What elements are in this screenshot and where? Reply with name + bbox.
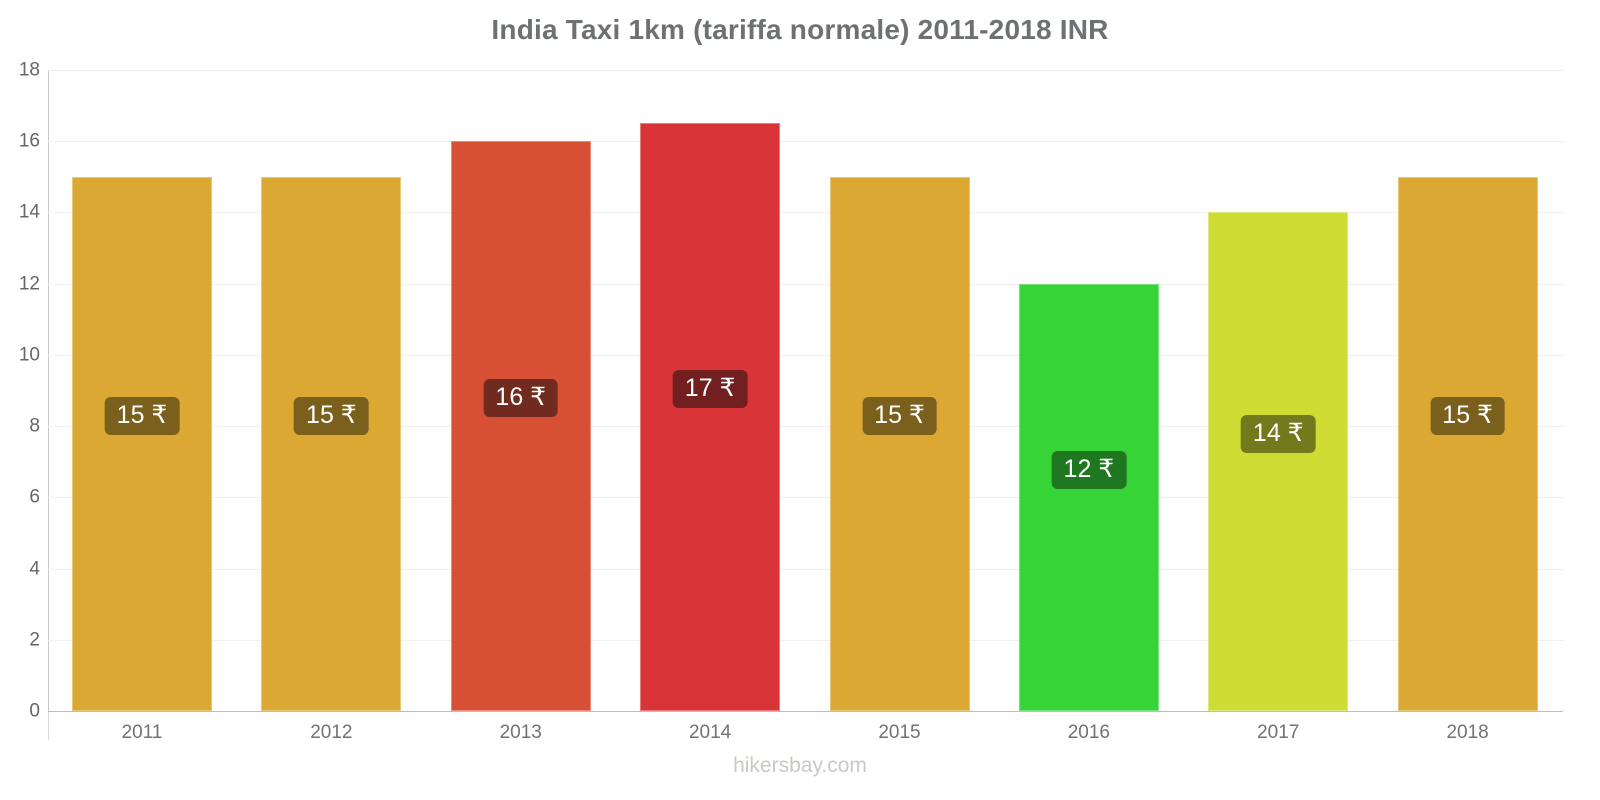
y-axis-tick-label: 16 — [18, 130, 40, 152]
y-axis-tick-label: 18 — [18, 59, 40, 81]
y-axis-tick-label: 12 — [18, 273, 40, 295]
bar-group[interactable]: 15 ₹ — [261, 70, 402, 711]
y-axis-tick-label: 14 — [18, 201, 40, 223]
gridline — [48, 568, 1563, 570]
gridline — [48, 141, 1563, 143]
y-axis-tick-label: 4 — [29, 558, 40, 580]
bar[interactable] — [829, 176, 970, 711]
source-watermark: hikersbay.com — [733, 754, 867, 777]
gridline — [48, 426, 1563, 428]
y-axis-tick-label: 2 — [29, 629, 40, 651]
bar-group[interactable]: 15 ₹ — [72, 70, 212, 711]
gridline — [48, 639, 1563, 641]
x-axis-tick-label: 2014 — [688, 722, 732, 743]
x-axis-tick-label: 2012 — [310, 722, 353, 743]
bar-value-label: 17 ₹ — [672, 370, 748, 409]
bar-value-label: 15 ₹ — [104, 397, 180, 436]
bar-group[interactable]: 15 ₹ — [1397, 70, 1538, 711]
gridline — [48, 354, 1563, 356]
bar[interactable] — [450, 141, 591, 711]
gridline — [48, 711, 1563, 712]
bar-group[interactable]: 14 ₹ — [1208, 70, 1349, 711]
plot-area: 15 ₹ 15 ₹ 16 ₹ 17 ₹ 15 ₹ 12 ₹ 14 ₹ 15 ₹ — [48, 70, 1563, 712]
bar-group[interactable]: 12 ₹ — [1018, 70, 1159, 711]
bar[interactable] — [72, 176, 212, 711]
x-axis-tick-label: 2017 — [1257, 722, 1300, 743]
bar-group[interactable]: 16 ₹ — [450, 70, 591, 711]
bar[interactable] — [1018, 283, 1159, 711]
bar-series: 15 ₹ 15 ₹ 16 ₹ 17 ₹ 15 ₹ 12 ₹ 14 ₹ 15 ₹ — [48, 70, 1563, 711]
gridline — [48, 70, 1563, 71]
bar-value-label: 14 ₹ — [1240, 415, 1316, 454]
bar-group[interactable]: 17 ₹ — [640, 70, 781, 711]
x-axis-tick-label: 2011 — [121, 722, 163, 743]
bar-value-label: 15 ₹ — [1430, 397, 1505, 436]
y-axis-tick-labels: 0 2 4 6 8 10 12 14 16 18 — [0, 61, 40, 721]
y-axis-tick-label: 0 — [29, 700, 40, 722]
y-axis-line — [48, 70, 49, 711]
gridline — [48, 283, 1563, 285]
bar-value-label: 15 ₹ — [294, 397, 369, 436]
bar[interactable] — [1397, 176, 1538, 711]
y-axis-line-extension — [48, 712, 49, 740]
gridline — [48, 212, 1563, 214]
x-axis-tick-label: 2018 — [1446, 722, 1489, 743]
y-axis-tick-label: 10 — [18, 344, 40, 366]
bar-group[interactable]: 15 ₹ — [829, 70, 970, 711]
x-axis-tick-label: 2015 — [878, 722, 921, 743]
x-axis-tick-labels: 2011 2012 2013 2014 2015 2016 2017 2018 — [48, 716, 1563, 750]
bar[interactable] — [640, 123, 781, 711]
chart-title: India Taxi 1km (tariffa normale) 2011-20… — [491, 14, 1109, 45]
bar-value-label: 12 ₹ — [1051, 451, 1127, 490]
x-axis-tick-label: 2016 — [1067, 722, 1111, 743]
y-axis-tick-label: 6 — [29, 486, 40, 508]
gridlines — [48, 70, 1563, 712]
gridline — [48, 497, 1563, 499]
y-axis-tick-label: 8 — [29, 415, 40, 437]
bar-value-label: 16 ₹ — [483, 379, 559, 418]
bar[interactable] — [261, 176, 402, 711]
bar[interactable] — [1208, 212, 1349, 711]
x-axis-tick-label: 2013 — [499, 722, 542, 743]
bar-value-label: 15 ₹ — [862, 397, 937, 436]
